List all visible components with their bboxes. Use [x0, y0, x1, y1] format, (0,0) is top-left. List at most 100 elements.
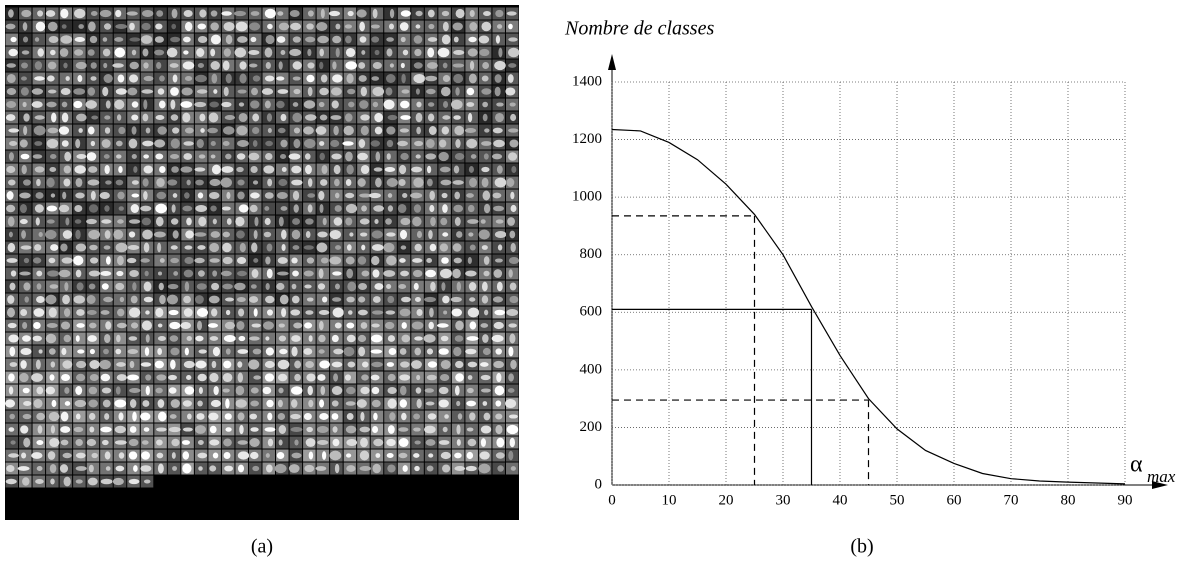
mosaic-blob	[375, 453, 381, 458]
mosaic-blob	[253, 308, 258, 317]
mosaic-blob	[20, 425, 29, 434]
mosaic-blob	[20, 153, 30, 160]
mosaic-blob	[467, 307, 480, 318]
mosaic-blob	[415, 112, 423, 123]
mosaic-blob	[441, 34, 451, 45]
mosaic-blob	[8, 453, 19, 458]
mosaic-blob	[252, 127, 260, 134]
mosaic-blob	[320, 385, 326, 396]
mosaic-blob	[401, 322, 407, 329]
mosaic-blob	[145, 127, 151, 134]
mosaic-blob	[291, 229, 301, 240]
mosaic-blob	[36, 283, 42, 290]
mosaic-blob	[85, 100, 97, 109]
mosaic-blob	[307, 10, 314, 17]
mosaic-blob	[74, 36, 86, 43]
mosaic-blob	[223, 452, 231, 459]
mosaic-blob	[276, 452, 285, 459]
mosaic-blob	[36, 466, 43, 471]
mosaic-blob	[104, 115, 111, 120]
mosaic-blob	[290, 399, 298, 408]
mosaic-blob	[345, 425, 357, 434]
mosaic-blob	[455, 87, 460, 96]
mosaic-blob	[180, 101, 193, 108]
mosaic-blob	[387, 114, 398, 121]
mosaic-blob	[89, 322, 97, 329]
mosaic-blob	[398, 283, 407, 290]
mosaic-blob	[372, 86, 385, 97]
mosaic-blob	[371, 386, 380, 395]
mosaic-blob	[114, 399, 127, 408]
mosaic-blob	[494, 177, 507, 188]
mosaic-blob	[480, 362, 489, 367]
mosaic-blob	[278, 387, 284, 394]
mosaic-blob	[87, 310, 97, 315]
mosaic-blob	[267, 178, 273, 187]
mosaic-blob	[372, 425, 379, 434]
mosaic-blob	[8, 373, 15, 382]
mosaic-blob	[153, 231, 166, 238]
mosaic-blob	[103, 245, 111, 250]
mosaic-blob	[73, 88, 86, 95]
mosaic-blob	[89, 244, 98, 251]
mosaic-blob	[172, 74, 178, 83]
mosaic-blob	[156, 61, 162, 70]
mosaic-blob	[304, 153, 311, 160]
mosaic-blob	[424, 388, 434, 393]
mosaic-blob	[170, 138, 180, 149]
mosaic-blob	[62, 452, 72, 459]
mosaic-blob	[47, 75, 55, 82]
mosaic-blob	[346, 296, 355, 303]
mosaic-blob	[426, 178, 433, 187]
mosaic-blob	[480, 374, 491, 381]
mosaic-blob	[278, 216, 284, 227]
mosaic-blob	[262, 321, 274, 330]
mosaic-blob	[8, 128, 20, 133]
mosaic-blob	[466, 336, 479, 341]
mosaic-blob	[91, 115, 99, 120]
mosaic-blob	[45, 10, 56, 17]
mosaic-blob	[335, 245, 342, 250]
mosaic-blob	[19, 139, 28, 148]
mosaic-blob	[345, 401, 356, 406]
mosaic-blob	[318, 101, 325, 108]
mosaic-blob	[347, 281, 357, 292]
mosaic-blob	[250, 166, 258, 173]
mosaic-blob	[63, 476, 71, 487]
mosaic-blob	[359, 36, 367, 43]
y-tick-label: 1200	[572, 131, 602, 147]
mosaic-blob	[437, 47, 450, 58]
mosaic-blob	[506, 178, 515, 187]
mosaic-blob	[335, 23, 341, 30]
mosaic-blob	[143, 165, 153, 174]
mosaic-blob	[265, 34, 275, 45]
mosaic-blob	[157, 463, 164, 474]
mosaic-blob	[441, 10, 450, 17]
mosaic-blob	[426, 258, 433, 263]
mosaic-blob	[331, 100, 339, 109]
mosaic-blob	[102, 439, 109, 446]
mosaic-blob	[384, 167, 396, 172]
y-axis-arrow	[608, 54, 616, 70]
mosaic-blob	[508, 346, 514, 357]
mosaic-blob	[236, 166, 244, 173]
mosaic-blob	[156, 427, 167, 432]
mosaic-blob	[493, 360, 505, 369]
mosaic-blob	[426, 374, 437, 381]
mosaic-blob	[184, 281, 190, 292]
mosaic-blob	[31, 373, 43, 382]
mosaic-blob	[349, 232, 354, 237]
mosaic-blob	[61, 347, 67, 356]
mosaic-blob	[399, 374, 411, 381]
mosaic-blob	[303, 270, 314, 277]
mosaic-blob	[464, 128, 477, 133]
mosaic-blob	[63, 334, 72, 343]
mosaic-blob	[157, 323, 163, 328]
mosaic-blob	[23, 125, 28, 136]
mosaic-blob	[315, 466, 327, 471]
mosaic-blob	[45, 333, 57, 344]
mosaic-blob	[303, 413, 312, 420]
mosaic-blob	[46, 177, 55, 188]
mosaic-blob	[234, 282, 246, 291]
mosaic-blob	[412, 258, 423, 263]
